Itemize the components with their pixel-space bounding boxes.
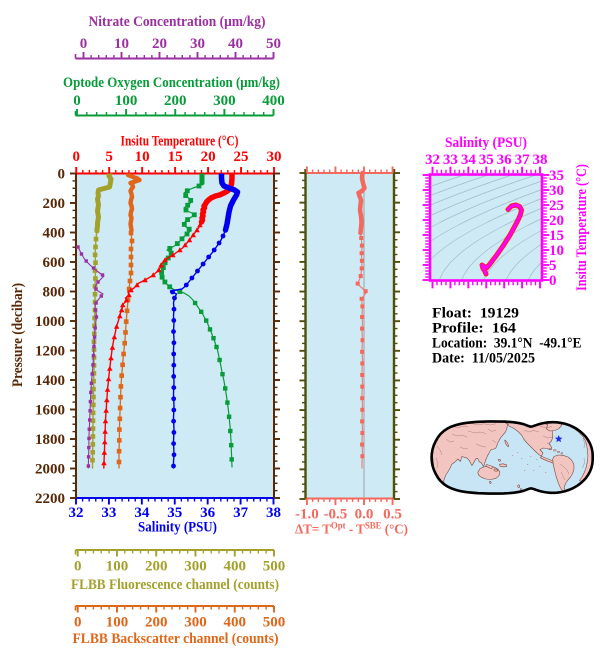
- svg-text:1800: 1800: [35, 432, 65, 448]
- svg-text:50: 50: [266, 36, 281, 52]
- svg-text:300: 300: [184, 559, 207, 575]
- svg-text:200: 200: [145, 559, 168, 575]
- svg-text:20: 20: [152, 36, 167, 52]
- svg-text:200: 200: [43, 196, 66, 212]
- svg-text:0: 0: [73, 93, 81, 109]
- svg-text:15: 15: [168, 149, 183, 165]
- svg-text:30: 30: [549, 183, 564, 199]
- svg-text:2000: 2000: [35, 462, 65, 478]
- svg-text:Optode Oxygen Concentration (μ: Optode Oxygen Concentration (μm/kg): [63, 75, 280, 91]
- svg-text:-1.0: -1.0: [295, 507, 319, 523]
- svg-text:Salinity (PSU): Salinity (PSU): [138, 520, 217, 536]
- svg-text:Profile: 164: Profile: 164: [432, 321, 516, 337]
- svg-text:0: 0: [549, 273, 557, 289]
- svg-text:-0.5: -0.5: [324, 507, 348, 523]
- svg-text:Salinity (PSU): Salinity (PSU): [445, 135, 527, 151]
- svg-text:0: 0: [80, 36, 88, 52]
- svg-text:500: 500: [263, 615, 286, 631]
- svg-text:1000: 1000: [35, 314, 65, 330]
- svg-text:300: 300: [184, 615, 207, 631]
- svg-text:20: 20: [201, 149, 216, 165]
- svg-text:33: 33: [101, 505, 116, 521]
- svg-text:15: 15: [549, 228, 564, 244]
- svg-text:100: 100: [106, 559, 129, 575]
- svg-text:0.0: 0.0: [355, 507, 374, 523]
- svg-text:2200: 2200: [35, 491, 65, 507]
- svg-text:20: 20: [549, 213, 564, 229]
- svg-text:FLBB Backscatter channel (coun: FLBB Backscatter channel (counts): [73, 631, 279, 647]
- svg-text:10: 10: [135, 149, 150, 165]
- svg-text:25: 25: [234, 149, 249, 165]
- svg-text:0: 0: [58, 167, 66, 183]
- svg-text:Location: 39.1°N -49.1°E: Location: 39.1°N -49.1°E: [432, 336, 582, 352]
- svg-text:38: 38: [533, 152, 548, 168]
- svg-text:5: 5: [105, 149, 113, 165]
- svg-text:1400: 1400: [35, 373, 65, 389]
- svg-text:10: 10: [549, 243, 564, 259]
- svg-text:ΔT= TOpt - TSBE (°C): ΔT= TOpt - TSBE (°C): [295, 522, 408, 538]
- svg-text:32: 32: [69, 505, 84, 521]
- svg-text:36: 36: [497, 152, 513, 168]
- svg-text:200: 200: [145, 615, 168, 631]
- svg-text:600: 600: [43, 255, 66, 271]
- svg-text:Nitrate Concentration (μm/kg): Nitrate Concentration (μm/kg): [89, 14, 266, 30]
- svg-text:800: 800: [43, 285, 66, 301]
- svg-text:35: 35: [167, 505, 182, 521]
- svg-text:36: 36: [200, 505, 216, 521]
- svg-text:35: 35: [549, 168, 564, 184]
- svg-text:1200: 1200: [35, 344, 65, 360]
- svg-text:400: 400: [223, 559, 246, 575]
- svg-text:400: 400: [223, 615, 246, 631]
- svg-text:30: 30: [190, 36, 205, 52]
- svg-text:500: 500: [263, 559, 286, 575]
- svg-text:200: 200: [164, 93, 187, 109]
- svg-text:25: 25: [549, 198, 564, 214]
- svg-text:5: 5: [549, 258, 557, 274]
- svg-text:Insitu Temperature (°C): Insitu Temperature (°C): [574, 164, 590, 291]
- svg-text:37: 37: [233, 505, 249, 521]
- svg-text:0: 0: [72, 149, 80, 165]
- svg-text:40: 40: [228, 36, 243, 52]
- svg-text:Pressure (decibar): Pressure (decibar): [10, 283, 26, 387]
- svg-text:35: 35: [479, 152, 494, 168]
- svg-text:0.5: 0.5: [383, 507, 402, 523]
- svg-text:10: 10: [114, 36, 129, 52]
- svg-text:Float: 19129: Float: 19129: [432, 306, 519, 322]
- svg-text:37: 37: [515, 152, 531, 168]
- svg-text:32: 32: [425, 152, 440, 168]
- svg-text:33: 33: [443, 152, 458, 168]
- svg-text:100: 100: [106, 615, 129, 631]
- svg-text:38: 38: [266, 505, 281, 521]
- svg-text:Date: 11/05/2025: Date: 11/05/2025: [432, 351, 535, 367]
- svg-text:400: 400: [43, 226, 66, 242]
- svg-text:30: 30: [267, 149, 282, 165]
- svg-text:400: 400: [262, 93, 285, 109]
- svg-text:0: 0: [74, 559, 82, 575]
- svg-text:34: 34: [134, 505, 150, 521]
- svg-text:FLBB Fluorescence channel (cou: FLBB Fluorescence channel (counts): [71, 577, 279, 593]
- svg-text:300: 300: [213, 93, 236, 109]
- svg-text:0: 0: [74, 615, 82, 631]
- svg-text:100: 100: [115, 93, 138, 109]
- svg-text:1600: 1600: [35, 403, 65, 419]
- svg-text:Insitu Temperature (°C): Insitu Temperature (°C): [121, 134, 239, 150]
- svg-text:34: 34: [461, 152, 477, 168]
